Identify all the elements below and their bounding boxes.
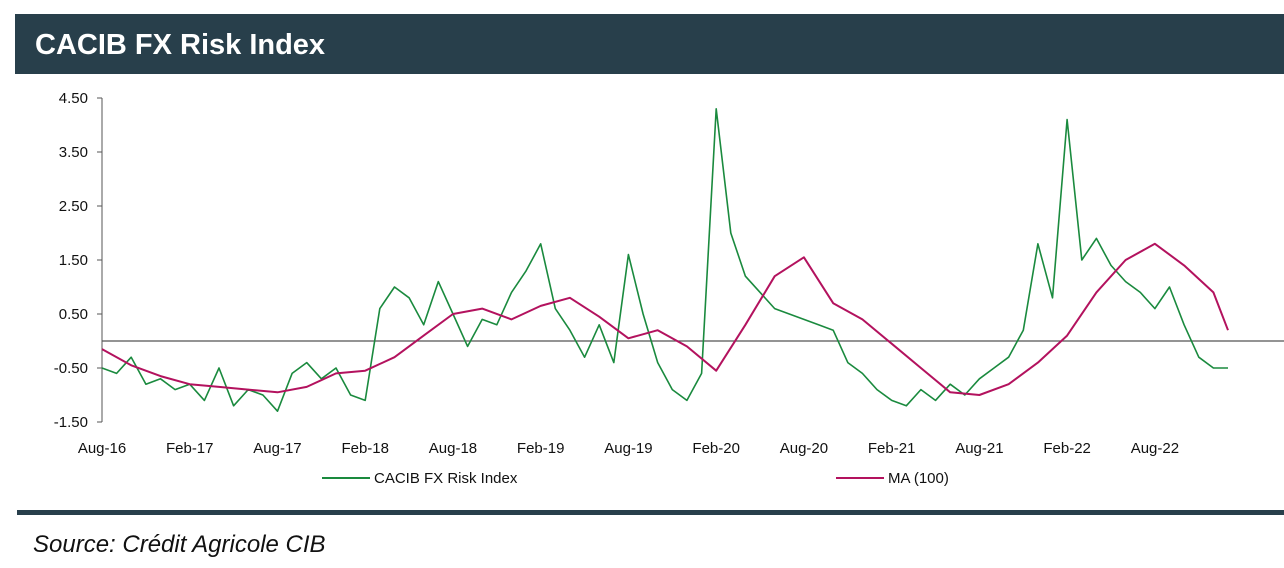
x-tick-label: Aug-19 (604, 440, 652, 457)
bottom-divider (17, 510, 1284, 515)
y-tick-label: -1.50 (54, 414, 88, 431)
x-tick-label: Aug-20 (780, 440, 828, 457)
y-axis: 4.50 3.50 2.50 1.50 0.50 -0.50 -1.50 (54, 90, 103, 431)
x-tick-label: Feb-22 (1043, 440, 1091, 457)
legend-label: MA (100) (888, 470, 949, 487)
y-tick-label: 1.50 (59, 252, 88, 269)
x-tick-label: Feb-18 (341, 440, 389, 457)
series-line-fx-risk-index (101, 108, 1228, 413)
x-tick-label: Aug-21 (955, 440, 1003, 457)
x-tick-label: Aug-22 (1131, 440, 1179, 457)
x-tick-label: Feb-19 (517, 440, 565, 457)
x-tick-label: Aug-18 (429, 440, 477, 457)
y-tick-label: 2.50 (59, 198, 88, 215)
chart-title: CACIB FX Risk Index (35, 29, 326, 61)
series-layer (101, 108, 1229, 413)
line-chart: 4.50 3.50 2.50 1.50 0.50 -0.50 -1.50 Aug-16 Feb… (54, 90, 1284, 487)
series-line-ma-100 (101, 242, 1229, 396)
x-tick-label: Feb-21 (868, 440, 916, 457)
legend: CACIB FX Risk Index MA (100) (322, 470, 949, 487)
source-note: Source: Crédit Agricole CIB (33, 531, 326, 558)
x-tick-label: Feb-17 (166, 440, 214, 457)
y-tick-label: 4.50 (59, 90, 88, 107)
x-tick-label: Aug-16 (78, 440, 126, 457)
x-tick-label: Aug-17 (253, 440, 301, 457)
legend-label: CACIB FX Risk Index (374, 470, 518, 487)
y-tick-label: -0.50 (54, 360, 88, 377)
y-tick-label: 0.50 (59, 306, 88, 323)
x-tick-label: Feb-20 (692, 440, 740, 457)
chart-header: CACIB FX Risk Index (15, 14, 1284, 74)
y-tick-label: 3.50 (59, 144, 88, 161)
x-axis: Aug-16 Feb-17 Aug-17 Feb-18 Aug-18 Feb-19 Aug-… (78, 440, 1179, 457)
